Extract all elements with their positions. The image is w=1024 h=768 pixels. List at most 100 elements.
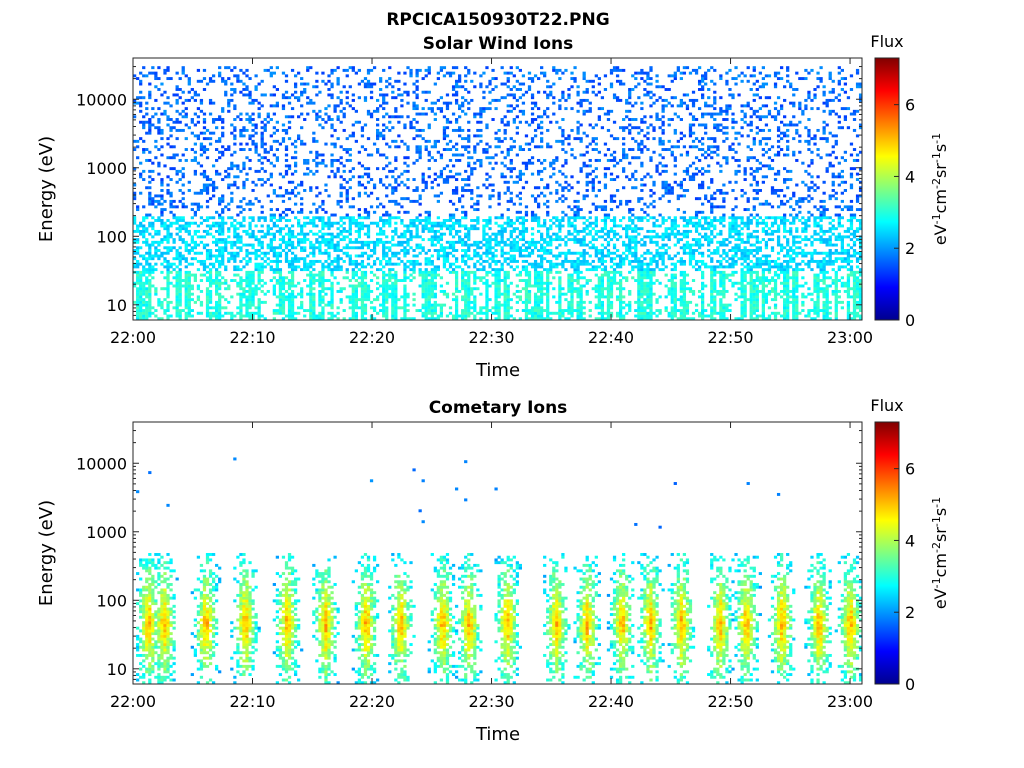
heatmap-cell	[166, 303, 170, 307]
heatmap-cell	[136, 249, 140, 252]
heatmap-cell	[372, 109, 377, 113]
heatmap-cell	[321, 158, 325, 162]
heatmap-cell	[357, 96, 362, 100]
heatmap-cell	[369, 178, 374, 182]
heatmap-cell	[154, 156, 158, 160]
heatmap-cell	[315, 112, 319, 116]
heatmap-cell	[382, 128, 386, 132]
heatmap-cell	[442, 224, 447, 228]
heatmap-cell	[336, 169, 340, 173]
heatmap-cell	[169, 221, 173, 225]
heatmap-cell	[351, 205, 355, 209]
heatmap-cell	[379, 202, 383, 206]
heatmap-cell	[360, 183, 365, 187]
heatmap-cell	[190, 158, 194, 162]
heatmap-cell	[327, 115, 331, 119]
heatmap-cell	[257, 107, 261, 111]
heatmap-cell	[524, 287, 529, 291]
heatmap-cell	[215, 224, 219, 228]
heatmap-cell	[166, 300, 170, 304]
heatmap-cell	[351, 167, 355, 171]
heatmap-cell	[533, 213, 538, 217]
heatmap-cell	[354, 287, 358, 291]
heatmap-cell	[594, 295, 598, 299]
heatmap-cell	[509, 175, 513, 179]
heatmap-cell	[476, 243, 480, 247]
heatmap-cell	[227, 167, 231, 171]
heatmap-cell	[211, 183, 216, 187]
heatmap-cell	[330, 287, 334, 291]
heatmap-cell	[318, 115, 322, 119]
heatmap-cell	[394, 189, 398, 192]
heatmap-cell	[521, 287, 526, 291]
heatmap-cell	[506, 148, 510, 151]
heatmap-cell	[588, 224, 592, 228]
heatmap-cell	[318, 292, 322, 296]
heatmap-cell	[172, 126, 176, 130]
heatmap-cell	[506, 300, 510, 304]
heatmap-cell	[297, 243, 301, 247]
heatmap-cell	[479, 85, 483, 89]
heatmap-cell	[564, 259, 568, 263]
heatmap-cell	[369, 85, 374, 89]
heatmap-cell	[506, 219, 510, 222]
heatmap-cell	[199, 164, 204, 168]
heatmap-cell	[458, 224, 462, 228]
heatmap-cell	[530, 107, 535, 111]
heatmap-cell	[254, 74, 258, 78]
heatmap-cell	[208, 306, 213, 310]
heatmap-cell	[193, 123, 197, 127]
heatmap-cell	[458, 235, 462, 239]
heatmap-cell	[136, 259, 140, 263]
heatmap-cell	[430, 227, 434, 231]
heatmap-cell	[388, 246, 392, 250]
heatmap-cell	[482, 90, 486, 94]
heatmap-cell	[564, 254, 568, 258]
heatmap-cell	[218, 306, 222, 310]
heatmap-cell	[145, 238, 149, 242]
heatmap-cell	[536, 314, 541, 318]
heatmap-cell	[272, 139, 276, 143]
heatmap-cell	[242, 208, 246, 212]
heatmap-cell	[549, 164, 553, 168]
heatmap-cell	[184, 259, 188, 263]
heatmap-cell	[330, 306, 334, 310]
heatmap-cell	[242, 279, 246, 282]
heatmap-cell	[497, 240, 501, 244]
heatmap-cell	[348, 306, 352, 310]
heatmap-cell	[275, 101, 279, 105]
heatmap-cell	[148, 284, 152, 288]
heatmap-cell	[376, 128, 380, 132]
heatmap-cell	[315, 186, 319, 190]
heatmap-cell	[412, 317, 416, 321]
heatmap-cell	[573, 216, 577, 220]
heatmap-cell	[439, 314, 444, 318]
heatmap-cell	[306, 265, 310, 269]
heatmap-cell	[415, 79, 419, 83]
heatmap-cell	[436, 107, 440, 111]
heatmap-cell	[376, 197, 380, 201]
heatmap-cell	[494, 243, 498, 247]
heatmap-cell	[406, 238, 410, 242]
heatmap-cell	[148, 191, 152, 195]
heatmap-cell	[345, 194, 349, 198]
heatmap-cell	[169, 249, 173, 252]
heatmap-cell	[521, 279, 526, 282]
heatmap-cell	[287, 281, 292, 285]
heatmap-cell	[461, 137, 465, 141]
heatmap-cell	[202, 88, 207, 91]
heatmap-cell	[336, 77, 340, 81]
heatmap-cell	[576, 300, 580, 304]
heatmap-cell	[579, 270, 583, 274]
heatmap-cell	[394, 309, 398, 313]
heatmap-cell	[224, 246, 228, 250]
heatmap-cell	[205, 279, 210, 282]
heatmap-cell	[494, 281, 498, 285]
heatmap-cell	[281, 249, 286, 252]
heatmap-cell	[272, 131, 276, 135]
heatmap-cell	[570, 289, 574, 293]
heatmap-cell	[497, 224, 501, 228]
heatmap-cell	[278, 270, 283, 274]
heatmap-cell	[145, 101, 149, 105]
heatmap-cell	[461, 254, 465, 258]
